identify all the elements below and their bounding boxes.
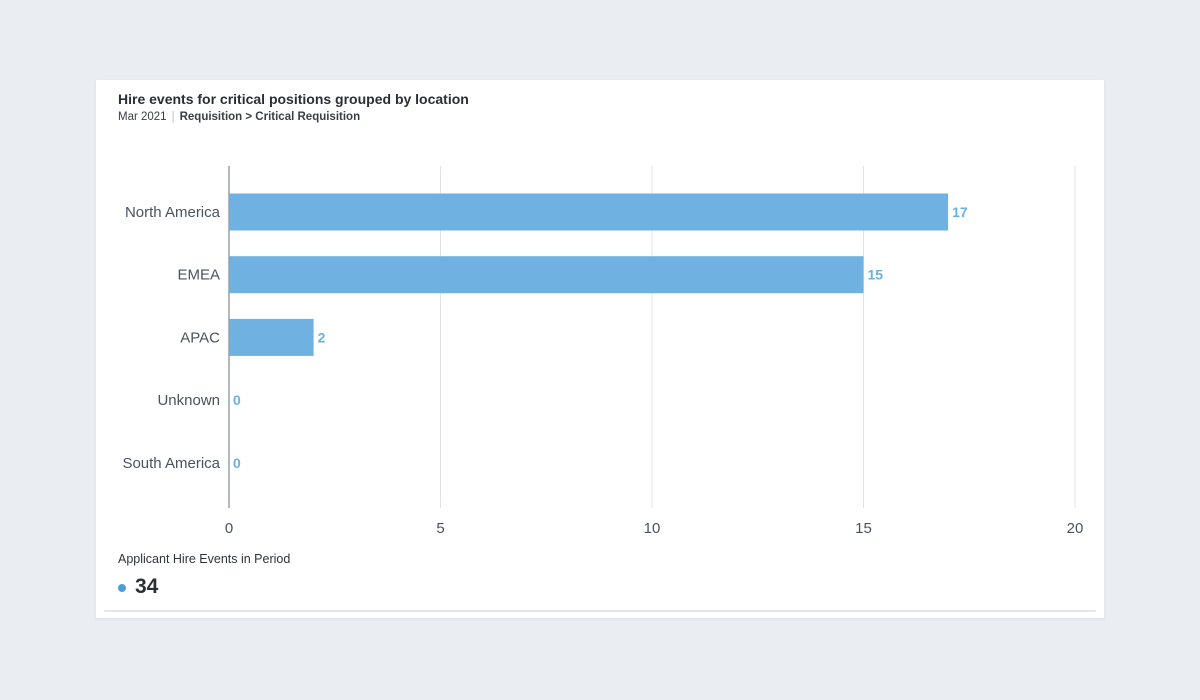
x-tick-label: 20	[1067, 520, 1084, 537]
x-tick-label: 5	[436, 520, 444, 537]
card-divider	[104, 610, 1096, 612]
subtitle-path: Requisition > Critical Requisition	[179, 111, 361, 123]
bar	[229, 193, 949, 231]
x-tick-label: 0	[225, 520, 233, 537]
bar-value-label: 15	[868, 267, 884, 283]
y-category-label: APAC	[180, 329, 220, 346]
bar-value-label: 17	[952, 204, 968, 220]
chart-subtitle: Mar 2021 | Requisition > Critical Requisit…	[118, 111, 360, 123]
x-tick-label: 15	[855, 520, 872, 537]
metric-label: Applicant Hire Events in Period	[118, 552, 291, 566]
subtitle-date: Mar 2021	[118, 111, 167, 123]
metric-value: 34	[135, 575, 159, 598]
subtitle-separator: |	[171, 111, 175, 123]
metric-dot-icon	[118, 584, 126, 592]
bar-value-label: 2	[318, 329, 326, 345]
y-category-label: EMEA	[177, 267, 220, 284]
bar-value-label: 0	[233, 392, 241, 408]
x-tick-label: 10	[644, 520, 661, 537]
chart-title: Hire events for critical positions group…	[118, 91, 469, 107]
bar	[229, 318, 314, 356]
y-category-label: South America	[122, 455, 220, 472]
bar-value-label: 0	[233, 455, 241, 471]
y-category-label: Unknown	[157, 392, 220, 409]
y-category-label: North America	[125, 204, 221, 221]
bar	[229, 256, 864, 294]
